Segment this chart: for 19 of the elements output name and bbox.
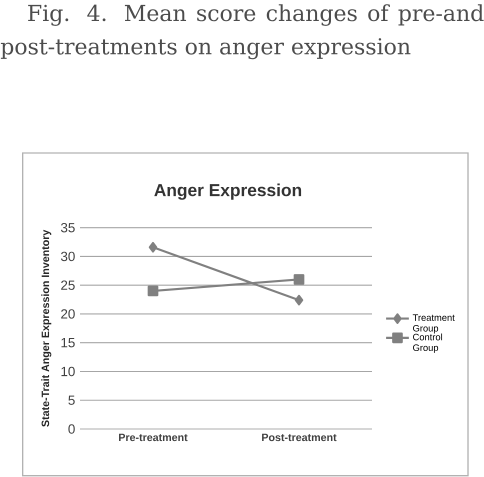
y-tick-label: 10 bbox=[61, 366, 75, 376]
y-tick-label: 15 bbox=[61, 338, 75, 348]
chart-title: Anger Expression bbox=[154, 184, 302, 200]
point bbox=[294, 294, 304, 306]
caption: Fig. 4. Mean score changes of pre-and post-treatments on anger expression bbox=[0, 4, 484, 60]
y-tick-label: 30 bbox=[60, 252, 75, 262]
point bbox=[294, 274, 304, 285]
point bbox=[148, 242, 158, 253]
point bbox=[148, 286, 158, 296]
y-tick-label: 5 bbox=[68, 396, 75, 405]
x-tick-label: Post-treatment bbox=[262, 434, 337, 442]
y-tick-label: 25 bbox=[61, 280, 75, 290]
x-tick-label: Pre-treatment bbox=[119, 434, 188, 442]
legend-label: Control Group bbox=[413, 334, 442, 353]
y-tick-label: 0 bbox=[68, 424, 75, 434]
legend-label: Treatment Group bbox=[412, 314, 455, 334]
y-axis-title: State-Trait Anger Expression Inventory bbox=[41, 230, 52, 427]
y-tick-label: 35 bbox=[60, 222, 75, 232]
y-tick-label: 20 bbox=[61, 309, 75, 319]
